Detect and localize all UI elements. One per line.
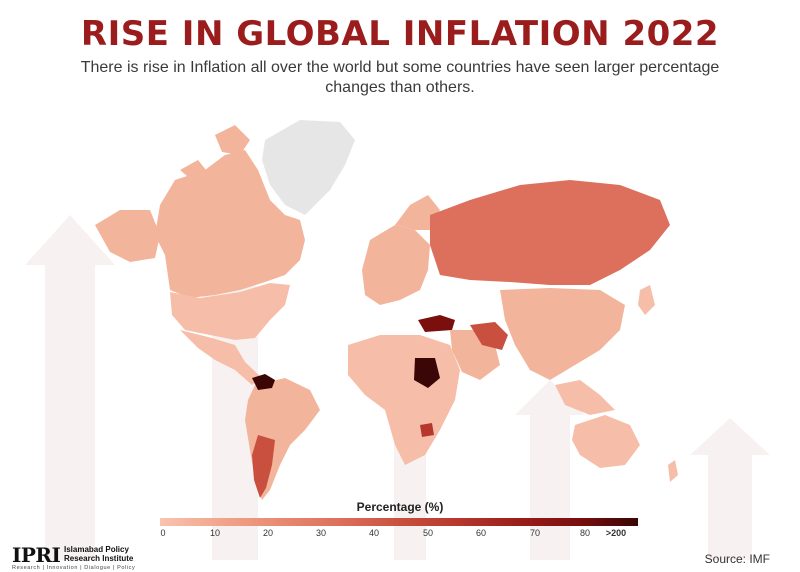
region-zimbabwe[interactable] [420, 423, 434, 437]
region-japan[interactable] [638, 285, 655, 315]
region-turkey[interactable] [418, 315, 455, 332]
region-southeast-asia[interactable] [555, 380, 615, 415]
legend-tick: 0 [160, 528, 166, 538]
region-iran[interactable] [470, 322, 508, 350]
page-title: RISE IN GLOBAL INFLATION 2022 [80, 14, 720, 54]
legend-tick: 80 [579, 528, 591, 538]
region-canada[interactable] [155, 150, 305, 298]
legend-tick: 50 [422, 528, 434, 538]
region-sudan[interactable] [414, 358, 440, 388]
region-russia[interactable] [430, 180, 670, 285]
region-asia[interactable] [500, 288, 625, 380]
legend-tick: >200 [605, 528, 627, 538]
region-australia[interactable] [572, 415, 640, 468]
region-alaska[interactable] [95, 210, 160, 262]
page-subtitle: There is rise in Inflation all over the … [80, 59, 720, 96]
ipri-logo: IPRI Islamabad Policy Research Institute… [12, 543, 172, 571]
legend-color-scale [160, 518, 638, 526]
logo-mark: IPRI [12, 543, 61, 567]
logo-tagline: Research | Innovation | Dialogue | Polic… [12, 565, 136, 571]
region-mexico[interactable] [180, 330, 262, 385]
region-scandinavia[interactable] [395, 195, 440, 230]
legend-title: Percentage (%) [356, 500, 444, 514]
region-europe[interactable] [362, 225, 430, 305]
legend-tick: 70 [529, 528, 541, 538]
region-canada-islands[interactable] [180, 125, 250, 183]
region-venezuela[interactable] [252, 374, 275, 390]
source-note: Source: IMF [704, 552, 770, 566]
legend-tick: 40 [368, 528, 380, 538]
region-greenland[interactable] [262, 120, 355, 215]
legend-tick: 10 [209, 528, 221, 538]
logo-name: Islamabad Policy Research Institute [64, 545, 134, 563]
region-usa[interactable] [170, 283, 290, 340]
region-new-zealand[interactable] [668, 460, 678, 482]
legend-tick: 20 [262, 528, 274, 538]
legend-tick: 60 [475, 528, 487, 538]
legend-tick: 30 [315, 528, 327, 538]
region-argentina[interactable] [252, 435, 275, 498]
region-africa[interactable] [348, 335, 460, 465]
